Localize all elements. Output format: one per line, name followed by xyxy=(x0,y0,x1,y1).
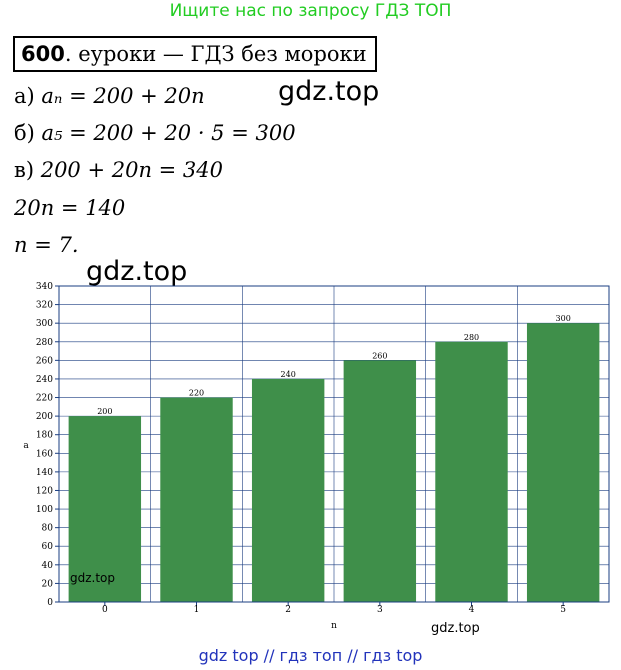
data-label: 300 xyxy=(556,314,571,323)
solution-line-b: б) a₅ = 200 + 20 · 5 = 300 xyxy=(14,121,296,145)
y-tick-label: 40 xyxy=(42,561,54,571)
line-math: 20n = 140 xyxy=(14,196,126,220)
y-tick-label: 0 xyxy=(47,598,53,608)
y-tick-label: 120 xyxy=(36,486,53,496)
line-math: n = 7. xyxy=(14,233,79,257)
bar xyxy=(68,416,142,602)
data-label: 240 xyxy=(281,370,296,379)
x-tick-label: 4 xyxy=(469,605,475,615)
data-label: 220 xyxy=(189,389,204,398)
bar-chart: 0204060801001201401601802002202402602803… xyxy=(23,282,610,636)
x-tick-label: 2 xyxy=(285,605,291,615)
x-axis-title: n xyxy=(331,621,337,631)
line-math: 200 + 20n = 340 xyxy=(40,158,224,182)
y-tick-label: 60 xyxy=(42,542,54,552)
y-tick-label: 180 xyxy=(36,431,53,441)
y-tick-label: 220 xyxy=(36,394,53,404)
solution-line-e: n = 7. xyxy=(14,233,79,257)
line-math: aₙ = 200 + 20n xyxy=(41,84,205,108)
y-tick-label: 240 xyxy=(36,375,53,385)
watermark-large: gdz.top xyxy=(278,76,380,107)
search-hint-link[interactable]: Ищите нас по запросу ГДЗ ТОП xyxy=(169,1,452,21)
y-axis-title: a xyxy=(23,441,29,451)
line-label: а) xyxy=(14,84,42,108)
solution-line-a: а) aₙ = 200 + 20n xyxy=(14,84,205,108)
data-label: 260 xyxy=(372,351,387,360)
watermark-large: gdz.top xyxy=(86,256,188,287)
y-tick-label: 100 xyxy=(36,505,53,515)
footer-links[interactable]: gdz top // гдз топ // гдз top xyxy=(198,646,423,665)
y-tick-label: 320 xyxy=(36,301,53,311)
y-tick-label: 160 xyxy=(36,449,53,459)
problem-title: 600. еуроки — ГДЗ без мороки xyxy=(13,36,377,72)
bar xyxy=(435,341,508,602)
y-tick-label: 340 xyxy=(36,282,53,292)
x-tick-label: 5 xyxy=(560,605,566,615)
solution-line-d: 20n = 140 xyxy=(14,196,125,220)
x-tick-label: 3 xyxy=(377,605,383,615)
y-tick-label: 280 xyxy=(36,338,53,348)
chart-watermark: gdz.top xyxy=(70,571,115,585)
y-tick-label: 20 xyxy=(42,579,54,589)
data-label: 280 xyxy=(464,333,479,342)
line-math: a₅ = 200 + 20 · 5 = 300 xyxy=(41,121,296,145)
line-label: б) xyxy=(14,121,42,145)
problem-subtitle: . еуроки — ГДЗ без мороки xyxy=(64,42,367,66)
line-label: в) xyxy=(14,158,41,182)
y-tick-label: 200 xyxy=(36,412,53,422)
data-label: 200 xyxy=(97,407,112,416)
bar xyxy=(526,323,600,602)
problem-number: 600 xyxy=(21,42,65,66)
chart-watermark: gdz.top xyxy=(431,621,480,636)
x-tick-label: 0 xyxy=(102,605,108,615)
bar xyxy=(251,378,325,602)
bar xyxy=(343,360,417,602)
x-tick-label: 1 xyxy=(194,605,200,615)
y-tick-label: 140 xyxy=(36,468,53,478)
y-tick-label: 260 xyxy=(36,356,53,366)
y-tick-label: 300 xyxy=(36,319,53,329)
y-tick-label: 80 xyxy=(42,524,54,534)
solution-line-c: в) 200 + 20n = 340 xyxy=(14,158,223,182)
bar xyxy=(160,397,233,602)
